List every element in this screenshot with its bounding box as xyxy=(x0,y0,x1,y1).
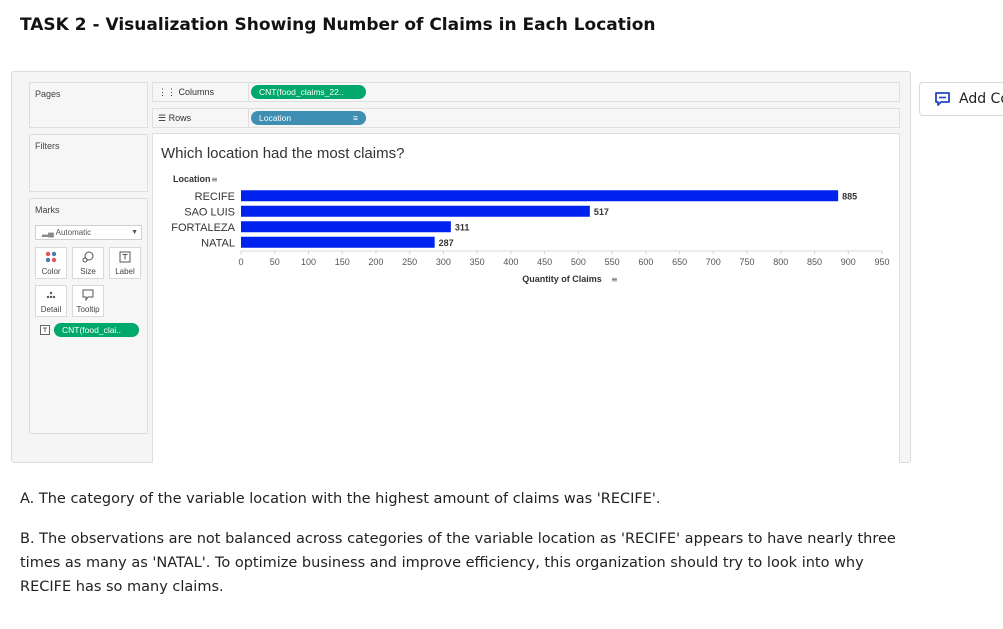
label-field-icon xyxy=(40,325,50,335)
x-tick-label: 400 xyxy=(503,257,518,267)
columns-pill[interactable]: CNT(food_claims_22.. xyxy=(251,85,366,99)
category-label: RECIFE xyxy=(195,191,235,203)
x-tick-label: 750 xyxy=(740,257,755,267)
x-tick-label: 150 xyxy=(335,257,350,267)
label-label: Label xyxy=(115,267,135,276)
rows-pill-label: Location xyxy=(259,113,292,123)
rows-icon: ☰ xyxy=(158,113,169,123)
marks-count-pill[interactable]: CNT(food_clai.. xyxy=(54,323,139,337)
size-label: Size xyxy=(80,267,96,276)
bar xyxy=(241,190,839,202)
x-tick-label: 0 xyxy=(238,257,243,267)
columns-shelf-label: ⋮⋮ Columns xyxy=(158,87,214,98)
x-tick-label: 350 xyxy=(470,257,485,267)
sort-icon: ≡ xyxy=(611,275,618,284)
rows-shelf-label: ☰ Rows xyxy=(158,113,191,124)
detail-mark-button[interactable]: Detail xyxy=(35,285,67,317)
category-label: SAO LUIS xyxy=(184,206,235,218)
x-tick-label: 50 xyxy=(270,257,280,267)
color-label: Color xyxy=(41,267,61,276)
color-mark-button[interactable]: Color xyxy=(35,247,67,279)
x-tick-label: 950 xyxy=(874,257,889,267)
x-tick-label: 900 xyxy=(841,257,856,267)
bar-chart-icon: ▂▄ xyxy=(42,228,56,237)
chart-view: Which location had the most claims? Loca… xyxy=(152,133,900,463)
chevron-down-icon: ▼ xyxy=(131,229,138,236)
x-axis-title: Quantity of Claims xyxy=(522,274,602,284)
category-label: FORTALEZA xyxy=(171,222,235,234)
x-tick-label: 550 xyxy=(605,257,620,267)
x-tick-label: 500 xyxy=(571,257,586,267)
marks-type-select[interactable]: ▂▄ Automatic ▼ xyxy=(35,225,142,240)
marks-label: Marks xyxy=(35,205,60,215)
x-tick-label: 600 xyxy=(638,257,653,267)
comment-icon xyxy=(935,92,950,106)
marks-type-value: Automatic xyxy=(55,228,92,237)
filters-panel[interactable]: Filters xyxy=(29,134,148,192)
columns-label: Columns xyxy=(178,87,215,97)
size-mark-button[interactable]: Size xyxy=(72,247,104,279)
tableau-embed: Pages Filters Marks ▂▄ Automatic ▼ Color… xyxy=(11,71,911,463)
detail-label: Detail xyxy=(40,305,62,314)
text-label-icon xyxy=(110,251,140,267)
filters-label: Filters xyxy=(35,141,60,151)
color-icon xyxy=(36,251,66,267)
bar xyxy=(241,221,451,233)
pages-label: Pages xyxy=(35,89,61,99)
x-tick-label: 800 xyxy=(773,257,788,267)
tooltip-mark-button[interactable]: Tooltip xyxy=(72,285,104,317)
marks-panel: Marks ▂▄ Automatic ▼ Color Size Label xyxy=(29,198,148,434)
add-comment-button[interactable]: Add Co xyxy=(919,82,1003,116)
category-label: NATAL xyxy=(201,237,235,249)
answer-a: A. The category of the variable location… xyxy=(20,491,661,507)
columns-shelf: ⋮⋮ Columns CNT(food_claims_22.. xyxy=(152,82,900,102)
x-tick-label: 250 xyxy=(402,257,417,267)
tooltip-icon xyxy=(73,289,103,305)
y-axis-title: Location xyxy=(173,174,211,184)
data-label: 311 xyxy=(455,222,470,232)
data-label: 517 xyxy=(594,207,609,217)
columns-icon: ⋮⋮ xyxy=(158,87,179,97)
rows-label: Rows xyxy=(168,113,192,123)
sort-icon: ≡ xyxy=(211,175,218,184)
bar xyxy=(241,205,590,217)
sort-icon: ≡ xyxy=(353,113,358,123)
add-comment-label: Add Co xyxy=(959,91,1003,107)
answer-b: B. The observations are not balanced acr… xyxy=(20,531,896,595)
label-mark-button[interactable]: Label xyxy=(109,247,141,279)
shelf-divider xyxy=(248,109,249,127)
x-tick-label: 700 xyxy=(706,257,721,267)
x-tick-label: 850 xyxy=(807,257,822,267)
rows-shelf: ☰ Rows Location ≡ xyxy=(152,108,900,128)
size-icon xyxy=(73,251,103,267)
x-tick-label: 300 xyxy=(436,257,451,267)
x-tick-label: 200 xyxy=(368,257,383,267)
x-tick-label: 650 xyxy=(672,257,687,267)
task-title: TASK 2 - Visualization Showing Number of… xyxy=(20,15,656,35)
pages-panel[interactable]: Pages xyxy=(29,82,148,128)
tooltip-label: Tooltip xyxy=(76,305,100,314)
chart-title: Which location had the most claims? xyxy=(161,145,405,162)
shelf-divider xyxy=(248,83,249,101)
bar xyxy=(241,236,435,248)
data-label: 885 xyxy=(842,191,857,201)
rows-pill[interactable]: Location ≡ xyxy=(251,111,366,125)
x-tick-label: 100 xyxy=(301,257,316,267)
data-label: 287 xyxy=(439,238,454,248)
x-tick-label: 450 xyxy=(537,257,552,267)
detail-icon xyxy=(36,289,66,305)
